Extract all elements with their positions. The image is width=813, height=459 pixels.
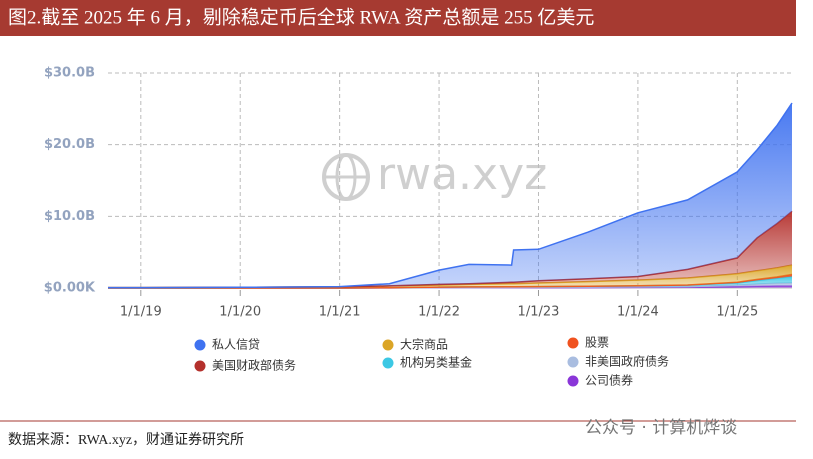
x-tick-label: 1/1/22 [418, 305, 460, 320]
x-tick-label: 1/1/21 [319, 305, 361, 320]
legend-label: 大宗商品 [400, 337, 448, 352]
area [108, 265, 792, 288]
area-edge [108, 102, 793, 289]
credit: 公众号 · 计算机烨谈 [585, 418, 737, 438]
y-tick-label: $30.0B [44, 66, 95, 81]
legend-label: 机构另类基金 [400, 355, 472, 370]
x-tick-label: 1/1/23 [518, 305, 560, 320]
x-tick-label: 1/1/19 [120, 305, 162, 320]
watermark: rwa.xyz [322, 149, 547, 201]
chart-title: 图2.截至 2025 年 6 月，剔除稳定币后全球 RWA 资产总额是 255 … [8, 6, 594, 28]
source-note: 数据来源：RWA.xyz，财通证券研究所 [8, 432, 244, 448]
legend-label: 股票 [585, 336, 609, 350]
y-tick-label: $0.00K [44, 281, 96, 296]
y-tick-label: $20.0B [44, 137, 95, 152]
legend-label: 美国财政部债务 [212, 358, 296, 373]
legend-label: 私人信贷 [212, 338, 260, 352]
title-bar [0, 0, 796, 36]
legend-swatch [567, 337, 579, 349]
legend-swatch [194, 360, 206, 372]
x-tick-label: 1/1/24 [617, 305, 659, 320]
x-tick-label: 1/1/20 [219, 305, 261, 320]
legend-label: 非美国政府债务 [585, 354, 669, 369]
x-tick-label: 1/1/25 [716, 305, 758, 320]
legend-swatch [567, 375, 579, 387]
legend-swatch [382, 339, 394, 351]
legend-label: 公司债券 [585, 373, 633, 388]
legend-swatch [194, 339, 206, 351]
area [108, 103, 792, 288]
legend-swatch [567, 356, 579, 368]
legend-swatch [382, 357, 394, 369]
y-tick-label: $10.0B [44, 209, 95, 224]
watermark-text: rwa.xyz [377, 149, 547, 200]
